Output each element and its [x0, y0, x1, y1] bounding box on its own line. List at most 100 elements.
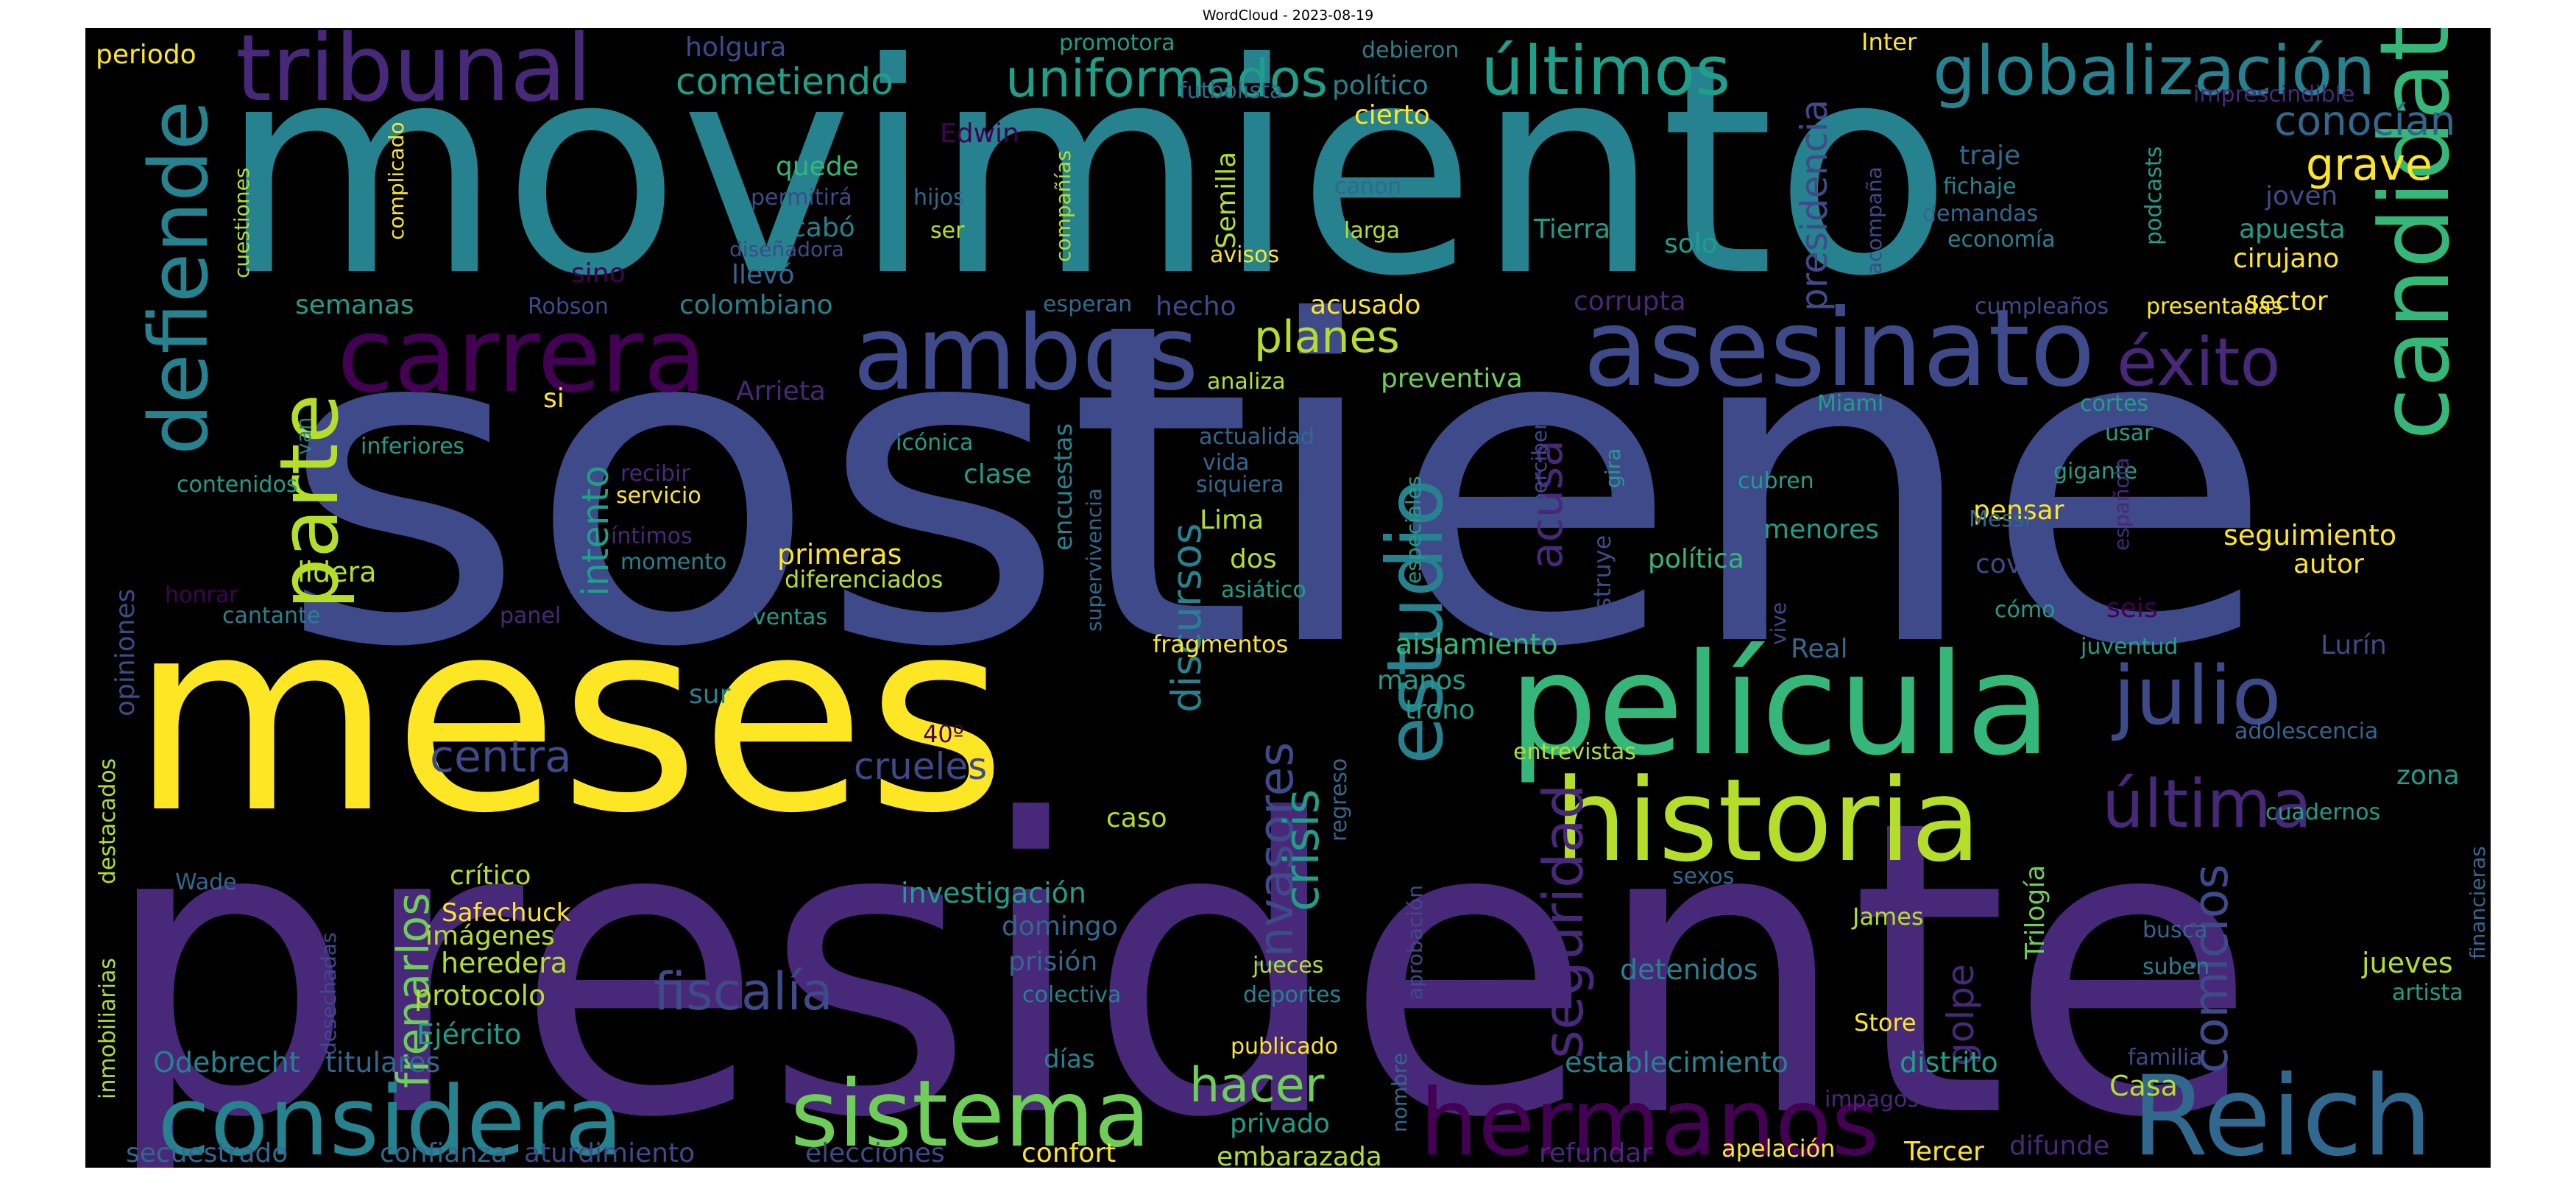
word-cloud-word: cometiendo — [676, 60, 894, 103]
word-cloud-word: futbolista — [1179, 78, 1283, 104]
word-cloud-word: presidente — [100, 734, 2257, 1168]
word-cloud-word: fiscalía — [654, 962, 833, 1022]
word-cloud-word: sexos — [1672, 864, 1734, 889]
word-cloud-word: momento — [620, 549, 726, 575]
word-cloud-word: aislamiento — [1395, 628, 1558, 660]
word-cloud-word: frenarlos — [388, 893, 439, 1089]
word-cloud-word: titulares — [325, 1046, 440, 1079]
word-cloud-word: candidato — [2359, 28, 2471, 440]
word-cloud-word: sur — [689, 680, 731, 710]
word-cloud-word: larga — [1344, 218, 1400, 244]
word-cloud-word: primeras — [777, 538, 902, 571]
word-cloud-word: Tierra — [1533, 214, 1610, 244]
word-cloud-word: cuadernos — [2265, 800, 2380, 825]
word-cloud-word: aprobación — [1403, 885, 1427, 1000]
word-cloud-canvas: sostiene presidente movimiento meses películ… — [85, 28, 2491, 1168]
word-cloud-word: semanas — [295, 290, 414, 320]
word-cloud-word: confort — [1022, 1138, 1116, 1168]
word-cloud-word: Safechuck — [442, 898, 571, 928]
word-cloud-word: detenidos — [1620, 953, 1758, 986]
word-cloud-word: corrupta — [1574, 286, 1686, 317]
word-cloud-word: Robson — [528, 294, 609, 320]
word-cloud-word: estudio — [1370, 479, 1460, 764]
word-cloud-word: gira — [1601, 448, 1625, 488]
word-cloud-word: debieron — [1362, 38, 1459, 63]
word-cloud-word: desechadas — [316, 932, 341, 1055]
word-cloud-word: imágenes — [425, 921, 555, 951]
word-cloud-word: lidera — [297, 556, 377, 588]
word-cloud-word: crisis — [1275, 789, 1330, 911]
word-cloud-word: crueles — [854, 745, 987, 788]
word-cloud-word: quede — [776, 152, 859, 182]
word-cloud-word: suben — [2142, 954, 2209, 980]
word-cloud-word: solo — [1664, 229, 1718, 259]
word-cloud-word: Wade — [175, 870, 237, 895]
word-cloud-word: destacados — [95, 758, 121, 884]
word-cloud-word: si — [543, 384, 565, 414]
word-cloud-word: avisos — [1210, 242, 1279, 268]
word-cloud-word: tribunal — [236, 28, 592, 122]
word-cloud-word: considera — [158, 1065, 623, 1168]
word-cloud-word: acusado — [1310, 290, 1420, 320]
word-cloud-word: clase — [963, 459, 1032, 490]
word-cloud-word: ser — [930, 218, 965, 244]
word-cloud-word: contenidos — [177, 472, 297, 498]
word-cloud-word: embarazada — [1217, 1142, 1382, 1168]
word-cloud-word: Edwin — [940, 119, 1019, 149]
word-cloud-word: últimos — [1481, 32, 1730, 110]
word-cloud-word: historia — [1554, 754, 1981, 887]
word-cloud-word: deportes — [1243, 982, 1341, 1008]
word-cloud-word: preventiva — [1381, 364, 1523, 394]
word-cloud-word: secuestrado — [126, 1138, 288, 1168]
word-cloud-word: adolescencia — [2234, 719, 2378, 744]
word-cloud-word: Odebrecht — [153, 1046, 300, 1079]
word-cloud-word: autor — [2293, 549, 2364, 579]
word-cloud-word: joven — [2265, 181, 2338, 211]
word-cloud-word: fragmentos — [1153, 630, 1288, 658]
word-cloud-word: última — [2102, 766, 2312, 843]
word-cloud-word: esperan — [1043, 292, 1132, 317]
word-cloud-word: distrito — [1900, 1046, 1998, 1079]
word-cloud-word: panel — [500, 603, 561, 629]
word-cloud-word: grave — [2306, 139, 2432, 191]
word-cloud-word: servicio — [616, 483, 701, 509]
word-cloud-word: economía — [1947, 227, 2056, 253]
word-cloud-word: privado — [1230, 1109, 1330, 1139]
word-cloud-word: podcasts — [2141, 147, 2167, 245]
word-cloud-word: zona — [2396, 761, 2460, 791]
word-cloud-word: ventas — [753, 604, 827, 630]
word-cloud-word: manos — [1377, 666, 1466, 696]
word-cloud-word: Tercer — [1903, 1137, 1984, 1167]
word-cloud-word: especiales — [1401, 476, 1426, 584]
word-cloud-word: jueces — [1252, 953, 1323, 978]
word-cloud-word: Reich — [2131, 1053, 2432, 1168]
word-cloud-word: aturdimiento — [524, 1138, 695, 1168]
word-cloud-word: sistema — [790, 1061, 1150, 1168]
word-cloud-word: Ejército — [417, 1018, 521, 1051]
word-cloud-word: cierto — [1354, 100, 1430, 130]
word-cloud-word: juventud — [2080, 634, 2178, 660]
word-cloud-word: 40º — [923, 720, 964, 748]
word-cloud-word: conocían — [2274, 97, 2455, 144]
word-cloud-word: pensar — [1973, 495, 2064, 526]
word-cloud-word: entrevistas — [1513, 739, 1636, 765]
word-cloud-word: movimiento — [219, 28, 1952, 340]
word-cloud-word: presidencia — [1793, 99, 1836, 311]
word-cloud-word: familia — [2128, 1045, 2203, 1071]
word-cloud-word: vive — [1766, 602, 1791, 645]
word-cloud-word: ambos — [853, 294, 1199, 414]
word-cloud-word: Lurín — [2321, 630, 2387, 660]
word-cloud-word: Store — [1854, 1009, 1917, 1037]
word-cloud-word: recibir — [620, 461, 690, 487]
word-cloud-word: éxito — [2117, 324, 2280, 401]
word-cloud-word: imprescindible — [2193, 82, 2354, 107]
word-cloud-word: destruye — [1588, 535, 1616, 639]
word-cloud-word: asesinato — [1583, 286, 2095, 411]
word-cloud-word: canon — [1334, 174, 1401, 200]
word-cloud-word: traje — [1959, 141, 2020, 171]
word-cloud-word: íntimos — [611, 523, 693, 549]
word-cloud-word: sector — [2246, 286, 2328, 317]
word-cloud-word: Arrieta — [736, 376, 826, 406]
word-cloud-word: holgura — [685, 32, 786, 63]
word-cloud-word: seguridad — [1531, 784, 1596, 1059]
